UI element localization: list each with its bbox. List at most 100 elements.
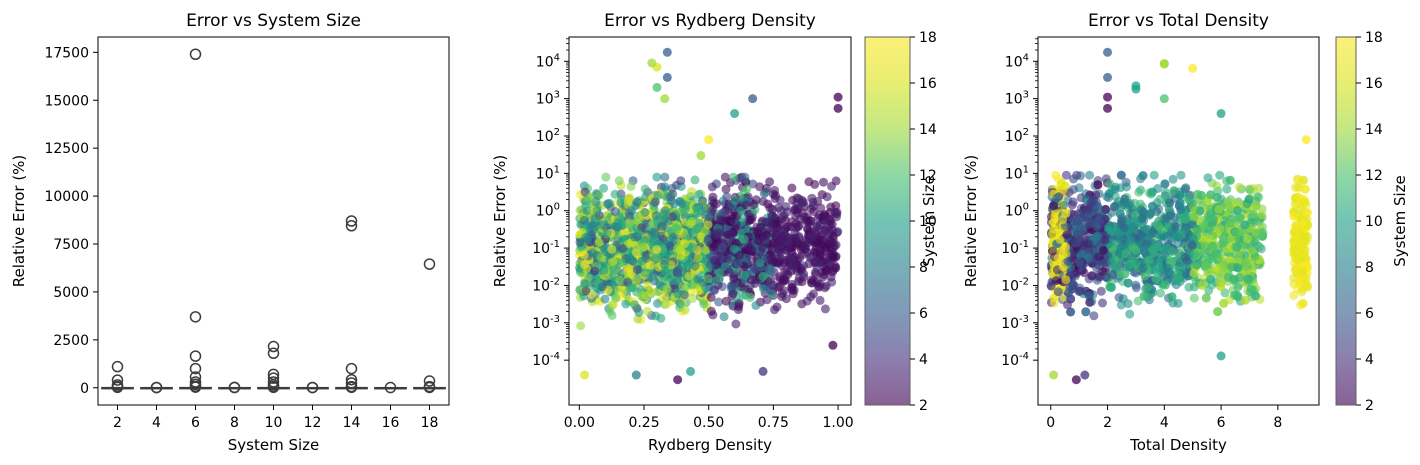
scatter-point bbox=[1196, 190, 1206, 200]
scatter-point bbox=[1080, 370, 1090, 380]
scatter-point bbox=[728, 172, 738, 182]
outlier-point bbox=[345, 362, 358, 375]
scatter-point bbox=[687, 242, 697, 252]
scatter-point bbox=[749, 265, 759, 274]
scatter-point bbox=[703, 220, 713, 230]
scatter-point bbox=[662, 72, 672, 82]
scatter-point bbox=[651, 211, 661, 220]
scatter-point bbox=[1051, 276, 1061, 286]
scatter-point bbox=[1093, 231, 1103, 241]
scatter-point bbox=[703, 236, 713, 246]
scatter-point bbox=[615, 276, 625, 286]
scatter-point bbox=[1083, 239, 1093, 249]
scatter-point bbox=[1052, 193, 1062, 203]
scatter-point bbox=[672, 224, 682, 234]
scatter-point bbox=[1131, 259, 1141, 269]
scatter-point bbox=[1049, 293, 1059, 303]
scatter-point bbox=[1200, 260, 1210, 270]
scatter-point bbox=[1120, 249, 1130, 259]
scatter-point bbox=[673, 265, 683, 275]
scatter-point bbox=[1215, 224, 1225, 234]
scatter-point bbox=[1136, 185, 1146, 195]
scatter-point bbox=[627, 283, 637, 293]
scatter-point bbox=[731, 319, 741, 329]
scatter-point bbox=[641, 192, 650, 202]
scatter-point bbox=[759, 189, 769, 199]
scatter-point bbox=[801, 235, 811, 245]
scatter-point bbox=[1213, 307, 1223, 317]
scatter-point bbox=[1225, 175, 1235, 185]
scatter-point bbox=[787, 217, 797, 227]
scatter-point bbox=[1165, 255, 1175, 265]
scatter-point bbox=[738, 290, 748, 300]
y-tick-label-1: 5000 bbox=[53, 285, 89, 301]
x-tick-label-1: 6 bbox=[191, 415, 200, 431]
x-tick-label: 2 bbox=[1103, 415, 1112, 431]
outlier-point bbox=[345, 220, 358, 232]
scatter-point bbox=[1113, 229, 1123, 238]
scatter-point bbox=[1093, 216, 1103, 226]
scatter-point bbox=[712, 199, 722, 209]
scatter-point bbox=[739, 235, 749, 245]
scatter-point bbox=[833, 103, 843, 113]
scatter-point bbox=[795, 214, 805, 224]
scatter-point bbox=[693, 205, 702, 214]
scatter-point bbox=[733, 258, 743, 268]
outlier-point bbox=[189, 362, 202, 375]
scatter-point bbox=[1104, 193, 1114, 203]
scatter-point bbox=[1138, 263, 1148, 273]
scatter-point bbox=[815, 258, 825, 268]
scatter-point bbox=[687, 187, 697, 196]
scatter-point bbox=[1243, 234, 1253, 244]
scatter-point bbox=[721, 296, 731, 306]
x-tick-label-1: 18 bbox=[421, 415, 439, 431]
scatter-point bbox=[1073, 230, 1083, 240]
scatter-point bbox=[639, 267, 649, 277]
scatter-point bbox=[1072, 217, 1082, 227]
y-tick-label: 101 bbox=[536, 164, 560, 182]
scatter-point bbox=[1246, 284, 1256, 294]
scatter-point bbox=[741, 200, 751, 210]
scatter-point bbox=[711, 230, 721, 240]
scatter-point bbox=[660, 172, 670, 182]
x-tick-label: 4 bbox=[1160, 415, 1169, 431]
y-tick-label-1: 2500 bbox=[53, 333, 89, 349]
colorbar-tick-label: 18 bbox=[919, 30, 937, 46]
scatter-point bbox=[1173, 298, 1183, 308]
scatter-point bbox=[1195, 206, 1205, 216]
scatter-point bbox=[668, 232, 678, 242]
scatter-point bbox=[630, 300, 639, 310]
scatter-point bbox=[773, 250, 783, 260]
scatter-point bbox=[728, 289, 738, 299]
scatter-point bbox=[1055, 235, 1065, 244]
scatter-point bbox=[824, 214, 833, 224]
scatter-point bbox=[647, 58, 657, 68]
scatter-point bbox=[599, 265, 609, 275]
scatter-point bbox=[1220, 288, 1230, 298]
scatter-point bbox=[748, 94, 758, 104]
scatter-point bbox=[721, 184, 731, 194]
scatter-point bbox=[714, 297, 724, 307]
scatter-point bbox=[1303, 282, 1313, 292]
scatter-point bbox=[1049, 201, 1059, 211]
scatter-point bbox=[1088, 195, 1098, 205]
scatter-point bbox=[605, 198, 614, 208]
scatter-point bbox=[1244, 184, 1254, 194]
colorbar-tick-label: 10 bbox=[919, 214, 937, 230]
outlier-point bbox=[189, 350, 202, 362]
y-axis-label-2: Relative Error (%) bbox=[491, 155, 509, 288]
scatter-point bbox=[1248, 209, 1258, 219]
scatter-point bbox=[724, 267, 734, 277]
scatter-point bbox=[576, 321, 586, 331]
scatter-point bbox=[1256, 228, 1266, 238]
scatter-point bbox=[650, 229, 660, 238]
scatter-point bbox=[591, 214, 601, 224]
scatter-point bbox=[684, 271, 694, 281]
scatter-point bbox=[659, 259, 669, 269]
scatter-point bbox=[1208, 241, 1218, 251]
scatter-point bbox=[1251, 291, 1261, 301]
scatter-point bbox=[1103, 47, 1113, 57]
